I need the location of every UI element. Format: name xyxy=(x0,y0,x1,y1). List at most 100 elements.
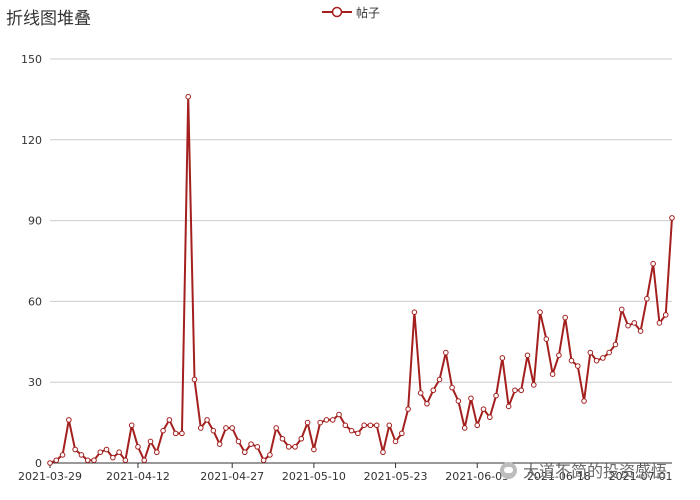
data-point xyxy=(568,357,575,364)
data-point xyxy=(135,444,141,450)
data-point xyxy=(618,306,625,313)
data-point xyxy=(204,417,210,423)
data-point xyxy=(59,452,66,458)
data-point xyxy=(486,414,493,421)
data-point xyxy=(279,435,286,442)
y-tick-label: 0 xyxy=(35,457,42,470)
data-point xyxy=(66,417,72,423)
data-point xyxy=(631,320,638,326)
data-point xyxy=(461,425,468,431)
y-tick-label: 120 xyxy=(21,134,42,147)
data-point xyxy=(380,449,386,456)
legend[interactable]: 帖子 xyxy=(322,3,380,21)
x-tick-label: 2021-06-18 xyxy=(527,470,591,483)
data-point xyxy=(317,419,323,426)
data-point xyxy=(47,460,53,466)
x-tick-label: 2021-05-10 xyxy=(282,470,346,483)
data-point xyxy=(72,446,78,453)
data-point xyxy=(273,425,279,431)
data-point xyxy=(367,422,374,429)
data-point xyxy=(669,215,675,221)
y-tick-label: 90 xyxy=(28,215,42,228)
data-point xyxy=(556,352,562,359)
data-point xyxy=(455,398,462,404)
data-point xyxy=(430,387,437,394)
watermark: 大道不简的投资感悟 xyxy=(500,458,667,482)
data-point xyxy=(424,400,430,407)
y-tick-label: 30 xyxy=(28,376,42,389)
data-point xyxy=(436,376,443,383)
data-point xyxy=(644,295,650,302)
wechat-icon xyxy=(500,461,517,479)
data-point xyxy=(103,446,110,453)
data-point xyxy=(348,427,355,434)
data-point xyxy=(443,349,449,356)
data-point xyxy=(241,449,248,456)
series-line-posts xyxy=(49,95,673,464)
grid-layer xyxy=(50,58,672,383)
data-point xyxy=(172,430,179,437)
data-point xyxy=(606,349,612,356)
data-point xyxy=(468,395,474,402)
data-point xyxy=(185,93,192,100)
data-point xyxy=(518,387,525,394)
data-point xyxy=(411,309,418,315)
data-point xyxy=(386,422,393,429)
data-point xyxy=(216,441,223,447)
data-point xyxy=(537,309,543,315)
data-point xyxy=(254,444,261,450)
data-point xyxy=(298,435,305,442)
data-point xyxy=(323,417,330,423)
data-point xyxy=(399,430,405,437)
data-point xyxy=(600,355,606,361)
data-point xyxy=(373,422,380,429)
data-point xyxy=(581,398,587,404)
data-point xyxy=(147,438,154,445)
data-point xyxy=(637,328,644,334)
x-tick-label: 2021-05-23 xyxy=(364,470,428,483)
data-point xyxy=(197,425,204,431)
data-point xyxy=(524,352,531,359)
data-point xyxy=(329,417,336,423)
data-point xyxy=(122,457,129,464)
data-point xyxy=(493,392,499,399)
data-point xyxy=(53,457,60,464)
data-point xyxy=(260,457,267,464)
watermark-text: 大道不简的投资感悟 xyxy=(523,462,668,481)
data-point xyxy=(355,430,361,437)
data-point xyxy=(97,449,104,456)
legend-line-circle-icon xyxy=(322,6,352,18)
data-point xyxy=(342,422,349,429)
data-point xyxy=(210,427,217,434)
data-point xyxy=(141,457,148,464)
data-point xyxy=(530,382,537,388)
data-point xyxy=(78,452,85,458)
data-point xyxy=(549,371,556,377)
data-point xyxy=(91,457,97,464)
data-point xyxy=(449,384,455,391)
data-point xyxy=(562,314,568,321)
data-point xyxy=(235,438,242,445)
x-tick-label: 2021-06-05 xyxy=(445,470,509,483)
data-point xyxy=(361,422,367,429)
data-point xyxy=(505,403,512,410)
data-point xyxy=(512,387,518,394)
y-tick-label: 150 xyxy=(21,53,42,66)
data-point xyxy=(474,422,481,429)
data-point xyxy=(292,444,298,450)
x-tick-label: 2021-07-01 xyxy=(609,470,673,483)
data-point xyxy=(191,376,198,383)
data-point xyxy=(223,425,229,431)
legend-label-posts: 帖子 xyxy=(356,5,381,20)
data-point xyxy=(166,417,173,423)
x-tick-label: 2021-04-12 xyxy=(106,470,170,483)
data-point xyxy=(128,422,135,429)
data-point xyxy=(311,446,317,453)
data-point xyxy=(417,390,424,396)
data-point xyxy=(574,363,581,369)
data-point xyxy=(656,320,663,326)
chart-title: 折线图堆叠 xyxy=(6,9,91,29)
data-point xyxy=(405,406,411,412)
data-point xyxy=(587,349,594,356)
